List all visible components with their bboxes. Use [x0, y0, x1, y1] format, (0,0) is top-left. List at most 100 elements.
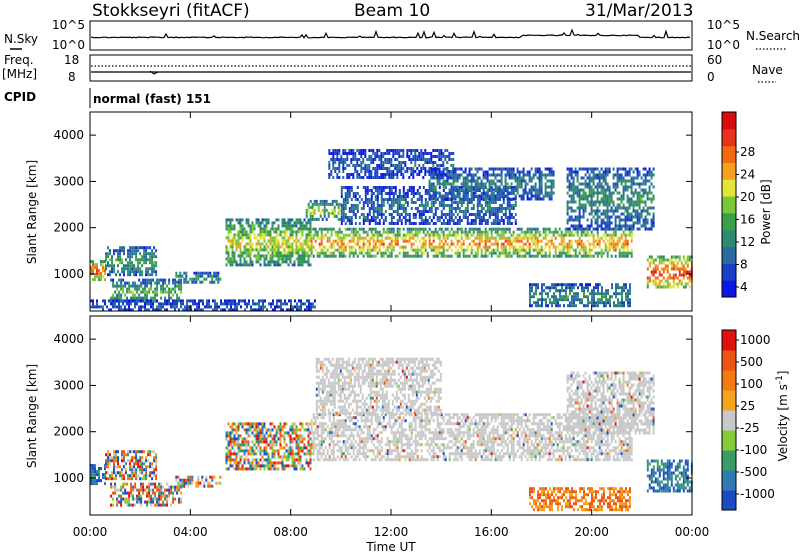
echo-cell [621, 295, 623, 299]
echo-cell [602, 191, 605, 195]
echo-cell [394, 236, 397, 240]
echo-cell [450, 201, 453, 204]
echo-cell [376, 239, 379, 243]
echo-cell [522, 194, 525, 198]
echo-cell [680, 279, 683, 283]
echo-cell [207, 274, 210, 278]
echo-cell [263, 245, 266, 249]
echo-cell [486, 254, 489, 258]
echo-cell [628, 251, 631, 255]
echo-cell [356, 161, 359, 164]
echo-cell [149, 246, 152, 250]
echo-cell [124, 293, 127, 297]
echo-cell [406, 239, 409, 243]
echo-cell [570, 182, 573, 186]
echo-cell [576, 176, 579, 180]
echo-cell [428, 158, 431, 161]
echo-cell [366, 192, 369, 195]
echo-cell [416, 233, 419, 237]
echo-cell [126, 302, 128, 306]
echo-cell [488, 204, 491, 207]
echo-cell [498, 204, 501, 207]
echo-cell [416, 173, 419, 176]
echo-cell [96, 269, 98, 273]
echo-cell [578, 242, 581, 246]
echo-cell [478, 245, 481, 249]
echo-cell [434, 201, 437, 204]
echo-cell [368, 213, 371, 216]
echo-cell [620, 176, 623, 180]
echo-cell [582, 191, 585, 195]
echo-cell [646, 282, 649, 286]
echo-cell [225, 218, 228, 222]
echo-cell [576, 215, 579, 219]
echo-cell [426, 201, 429, 204]
echo-cell [510, 192, 513, 195]
echo-cell [376, 204, 379, 207]
echo-cell [344, 222, 347, 225]
echo-cell [320, 230, 323, 234]
echo-cell [514, 197, 517, 201]
echo-cell [620, 254, 623, 258]
echo-cell [598, 224, 601, 228]
echo-cell [508, 213, 511, 216]
echo-cell [340, 222, 343, 225]
echo-cell [478, 176, 481, 180]
echo-cell [335, 214, 338, 218]
echo-cell [94, 266, 96, 270]
echo-cell [402, 192, 405, 195]
echo-cell [330, 152, 333, 155]
echo-cell [582, 167, 585, 171]
echo-cell [354, 152, 357, 155]
echo-cell [368, 242, 371, 246]
echo-cell [454, 216, 457, 219]
echo-cell [299, 257, 302, 261]
echo-cell [378, 239, 381, 243]
echo-cell [588, 188, 591, 192]
echo-cell [444, 233, 447, 237]
echo-cell [498, 222, 501, 225]
echo-cell [426, 152, 429, 155]
echo-cell [273, 260, 276, 264]
echo-cell [251, 230, 254, 234]
echo-cell [109, 273, 111, 277]
echo-cell [438, 152, 441, 155]
echo-cell [309, 233, 312, 237]
echo-cell [257, 221, 260, 225]
echo-cell [354, 222, 357, 225]
echo-cell [592, 209, 595, 213]
echo-cell [289, 227, 292, 231]
echo-cell [622, 167, 625, 171]
echo-cell [308, 308, 310, 312]
echo-cell [532, 176, 535, 180]
echo-cell [220, 302, 222, 306]
echo-cell [638, 197, 641, 201]
echo-cell [458, 216, 461, 219]
echo-cell [512, 239, 515, 243]
echo-cell [686, 258, 689, 262]
echo-cell [346, 195, 349, 198]
echo-cell [496, 167, 499, 171]
echo-cell [342, 152, 345, 155]
echo-cell [642, 179, 645, 183]
echo-cell [494, 173, 497, 177]
echo-cell [301, 224, 304, 228]
echo-cell [376, 230, 379, 234]
echo-cell [414, 192, 417, 195]
echo-cell [150, 281, 153, 285]
echo-cell [90, 269, 92, 273]
echo-cell [340, 230, 343, 234]
echo-cell [121, 261, 123, 265]
echo-cell [666, 276, 669, 280]
echo-cell [670, 276, 673, 280]
echo-cell [320, 242, 323, 246]
echo-cell [553, 301, 555, 305]
echo-cell [566, 242, 569, 246]
echo-cell [370, 201, 373, 204]
echo-cell [255, 236, 258, 240]
echo-cell [543, 289, 545, 293]
echo-cell [366, 170, 369, 173]
echo-cell [624, 188, 627, 192]
echo-cell [174, 299, 176, 303]
echo-cell [297, 263, 300, 267]
